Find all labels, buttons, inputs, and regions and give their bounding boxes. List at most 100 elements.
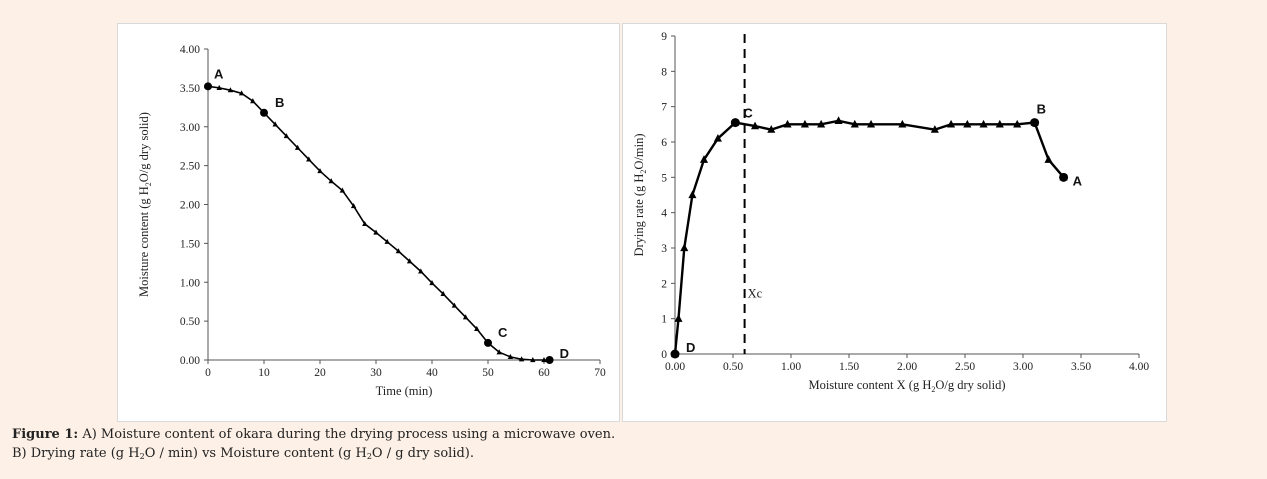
- x-tick-label: 20: [314, 367, 326, 379]
- x-tick-label: 0.50: [723, 361, 743, 373]
- data-point-marker: [496, 349, 502, 355]
- point-b-marker: [1030, 118, 1040, 128]
- series-line: [673, 119, 1065, 355]
- drying-rate-vs-moisture-chart: 0.00 0.50 1.00 1.50 2.00 2.50 3.00 3.50 4.00 0 1 2 3…: [632, 31, 1149, 394]
- data-point-marker: [1013, 119, 1022, 128]
- data-point-marker: [384, 238, 390, 244]
- point-c-label: C: [498, 325, 508, 340]
- y-tick-label: 6: [661, 137, 667, 149]
- y-tick-label: 2.50: [180, 161, 200, 173]
- data-point-marker: [272, 121, 278, 127]
- caption-text-b2: O / min) vs Moisture content (g H: [144, 446, 367, 461]
- x-axis-title: Time (min): [376, 384, 433, 398]
- data-point-marker: [283, 133, 290, 139]
- data-point-marker: [898, 119, 907, 128]
- y-tick-label: 4.00: [180, 44, 200, 56]
- data-point-marker: [750, 121, 760, 130]
- y-axis-title: Moisture content (g H2O/g dry solid): [137, 112, 153, 297]
- point-d-marker: [670, 349, 680, 359]
- moisture-content-vs-time-chart: 0 10 20 30 40 50 60 70 0.00 0.50 1.00 1.50 2.00 2.50 3…: [137, 44, 606, 398]
- point-a-label: A: [1073, 173, 1083, 188]
- data-point-marker: [406, 258, 413, 264]
- point-c-label: C: [743, 106, 753, 121]
- data-point-marker: [963, 119, 972, 128]
- point-d-label: D: [560, 346, 569, 361]
- figure-caption: Figure 1: A) Moisture content of okara d…: [12, 425, 1252, 466]
- caption-line-1: Figure 1: A) Moisture content of okara d…: [12, 425, 1252, 444]
- data-point-marker: [674, 314, 683, 322]
- y-tick-label: 0: [661, 349, 667, 361]
- data-point-marker: [339, 187, 346, 193]
- point-c-marker: [730, 118, 740, 128]
- data-point-marker: [418, 268, 424, 274]
- point-b-marker: [260, 108, 268, 117]
- x-tick-label: 4.00: [1129, 361, 1149, 373]
- y-tick-label: 8: [661, 66, 667, 78]
- data-point-marker: [979, 119, 988, 128]
- x-tick-label: 0: [205, 367, 211, 379]
- data-point-marker: [866, 119, 876, 128]
- data-point-marker: [834, 116, 843, 124]
- caption-subscript: 2: [366, 452, 372, 461]
- data-point-marker: [373, 229, 379, 235]
- data-point-marker: [306, 156, 312, 162]
- data-point-marker: [817, 119, 826, 128]
- data-point-marker: [699, 155, 709, 163]
- x-tick-label: 30: [370, 367, 382, 379]
- point-a-marker: [1059, 172, 1069, 182]
- y-tick-label: 4: [661, 208, 667, 220]
- y-tick-label: 1.00: [180, 277, 200, 289]
- data-point-marker: [328, 178, 334, 184]
- y-tick-label: 3.00: [180, 122, 200, 134]
- x-tick-label: 60: [538, 367, 550, 379]
- y-tick-label: 9: [661, 31, 667, 43]
- data-point-marker: [541, 357, 547, 363]
- data-point-marker: [216, 84, 222, 90]
- y-axis-title: Drying rate (g H2O/min): [632, 133, 648, 256]
- caption-title: Figure 1:: [12, 427, 79, 442]
- data-point-marker: [995, 119, 1004, 128]
- y-tick-label: 0.00: [180, 355, 200, 367]
- point-a-marker: [204, 82, 212, 91]
- x-tick-label: 40: [426, 367, 438, 379]
- caption-text-b3: O / g dry solid).: [371, 446, 475, 461]
- x-tick-label: 1.00: [781, 361, 801, 373]
- point-b-label: B: [275, 95, 284, 110]
- data-point-marker: [429, 280, 435, 286]
- y-tick-label: 1.50: [180, 238, 200, 250]
- x-axis-title: Moisture content X (g H2O/g dry solid): [808, 378, 1005, 394]
- x-tick-label: 2.00: [897, 361, 917, 373]
- y-tick-label: 2.00: [180, 200, 200, 212]
- x-tick-label: 1.50: [839, 361, 859, 373]
- data-point-marker: [688, 190, 697, 199]
- y-tick-label: 5: [661, 172, 667, 184]
- y-tick-label: 2: [661, 278, 667, 290]
- x-tick-label: 70: [594, 367, 606, 379]
- data-point-marker: [362, 220, 368, 227]
- data-point-marker: [530, 357, 536, 363]
- data-point-marker: [680, 243, 689, 252]
- caption-text-b1: B) Drying rate (g H: [12, 446, 140, 461]
- data-point-marker: [227, 87, 234, 93]
- point-c-marker: [484, 338, 492, 347]
- data-point-marker: [800, 119, 809, 128]
- x-tick-label: 2.50: [955, 361, 975, 373]
- point-a-label: A: [214, 66, 224, 81]
- caption-text-a: A) Moisture content of okara during the …: [82, 427, 616, 442]
- caption-subscript: 2: [139, 452, 145, 461]
- data-point-marker: [250, 98, 256, 104]
- data-point-marker: [395, 248, 402, 254]
- data-point-marker: [1044, 155, 1053, 163]
- point-d-marker: [545, 356, 554, 364]
- series-line: [207, 85, 550, 361]
- y-tick-label: 7: [661, 102, 667, 114]
- y-tick-label: 1: [661, 314, 667, 326]
- x-tick-label: 3.50: [1071, 361, 1091, 373]
- x-tick-label: 10: [258, 367, 270, 379]
- data-point-marker: [507, 353, 514, 359]
- data-point-marker: [474, 325, 480, 331]
- chart-panel-b: 0.00 0.50 1.00 1.50 2.00 2.50 3.00 3.50 4.00 0 1 2 3…: [622, 23, 1167, 422]
- y-tick-label: 0.50: [180, 316, 200, 328]
- critical-moisture-label: Xc: [748, 286, 763, 300]
